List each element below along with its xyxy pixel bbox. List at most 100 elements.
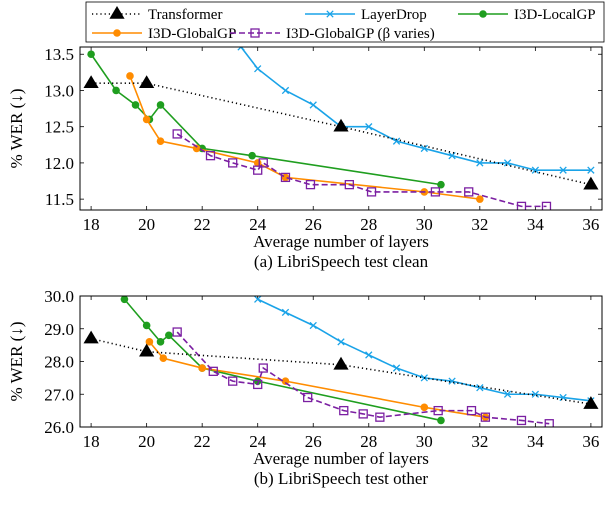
data-point-local [437, 180, 445, 189]
data-point-global [142, 115, 151, 124]
data-point-layerdrop [254, 65, 262, 73]
x-tick-label: 18 [83, 432, 100, 451]
data-point-beta [430, 187, 441, 197]
data-point-layerdrop [254, 296, 262, 303]
data-point-global [281, 377, 290, 385]
legend-label-transformer: Transformer [148, 7, 222, 23]
legend-label-beta: I3D-GlobalGP (β varies) [286, 26, 435, 42]
legend-label-layerdrop: LayerDrop [361, 7, 427, 23]
y-axis-label: % WER (↓) [7, 89, 26, 169]
y-axis-label: % WER (↓) [7, 322, 26, 402]
data-point-layerdrop [559, 166, 567, 174]
data-point-layerdrop [503, 390, 512, 398]
series-line-layerdrop [240, 47, 591, 171]
x-axis-label: Average number of layers [253, 449, 429, 468]
x-tick-label: 36 [582, 215, 599, 234]
x-tick-label: 30 [416, 215, 433, 234]
data-point-layerdrop [365, 123, 373, 131]
data-point-local [165, 331, 173, 340]
y-tick-label: 26.0 [44, 418, 74, 437]
x-tick-label: 34 [527, 432, 545, 451]
data-point-layerdrop [420, 144, 428, 153]
y-tick-label: 29.0 [44, 320, 74, 339]
data-point-local [156, 101, 165, 109]
data-point-beta [466, 405, 477, 416]
data-point-layerdrop [531, 166, 540, 174]
series-transformer [83, 75, 599, 190]
x-tick-label: 28 [360, 432, 377, 451]
data-point-transformer [83, 75, 99, 89]
data-point-beta [253, 379, 263, 390]
data-point-global [192, 144, 201, 153]
data-point-global [476, 195, 484, 203]
plot-frame [79, 46, 603, 211]
series-beta [172, 129, 552, 210]
data-point-beta [366, 187, 377, 197]
x-tick-label: 34 [527, 215, 545, 234]
data-point-layerdrop [587, 166, 595, 174]
y-tick-label: 12.0 [44, 154, 74, 173]
data-point-beta [358, 409, 368, 419]
x-tick-label: 26 [305, 432, 322, 451]
legend-entry-beta: I3D-GlobalGP (β varies) [230, 26, 435, 42]
series-layer [83, 47, 599, 210]
data-point-layerdrop [476, 159, 484, 167]
x-tick-label: 28 [360, 215, 377, 234]
y-tick-label: 30.0 [44, 287, 74, 306]
legend-marker-beta [250, 28, 260, 38]
data-point-layerdrop [237, 47, 245, 51]
data-point-transformer [333, 118, 349, 132]
x-tick-label: 32 [471, 432, 488, 451]
data-point-local [437, 416, 445, 425]
data-point-beta [303, 392, 313, 403]
series-layer [83, 296, 599, 427]
legend-entry-global: I3D-GlobalGP [92, 26, 236, 42]
series-layerdrop [254, 296, 595, 405]
data-point-local [142, 321, 151, 330]
y-tick-label: 12.5 [44, 118, 74, 137]
data-point-beta [344, 179, 354, 190]
x-tick-label: 24 [249, 432, 267, 451]
legend-marker-local [479, 10, 487, 18]
data-point-global [159, 354, 168, 363]
legend-entry-local: I3D-LocalGP [458, 7, 596, 23]
data-point-beta [258, 158, 268, 168]
data-point-local [112, 86, 120, 95]
data-point-layerdrop [337, 338, 345, 346]
data-point-global [156, 137, 165, 145]
series-beta [172, 327, 554, 427]
data-point-beta [433, 405, 443, 416]
x-tick-label: 32 [471, 215, 488, 234]
x-tick-label: 36 [582, 432, 599, 451]
data-point-transformer [139, 75, 155, 89]
data-point-beta [305, 179, 316, 190]
series-transformer [83, 330, 599, 409]
data-point-transformer [333, 356, 349, 370]
data-point-layerdrop [281, 86, 290, 95]
x-tick-label: 18 [83, 215, 100, 234]
data-point-layerdrop [281, 308, 290, 317]
plot-test-clean: 18 20 22 24 26 28 30 32 34 36 11.5 12.0 12.5 13.0 13.5… [7, 45, 603, 271]
x-tick-label: 22 [194, 215, 211, 234]
data-point-layerdrop [392, 364, 401, 372]
data-point-layerdrop [476, 384, 484, 392]
data-point-layerdrop [448, 152, 456, 160]
data-point-beta [516, 415, 527, 426]
legend-frame [85, 1, 605, 43]
data-point-global [126, 72, 134, 80]
data-point-beta [375, 412, 385, 422]
data-point-local [131, 101, 140, 109]
data-point-beta [208, 366, 218, 376]
y-tick-label: 28.0 [44, 353, 74, 372]
plot-frame [79, 295, 603, 428]
chart-caption: (a) LibriSpeech test clean [254, 252, 429, 271]
legend-marker-transformer [109, 6, 125, 19]
x-tick-label: 26 [305, 215, 322, 234]
data-point-beta [464, 187, 474, 197]
data-point-beta [172, 327, 182, 337]
chart-caption: (b) LibriSpeech test other [254, 469, 429, 488]
data-point-global [198, 364, 206, 372]
data-point-local [87, 50, 95, 59]
series-line-beta [176, 133, 547, 208]
